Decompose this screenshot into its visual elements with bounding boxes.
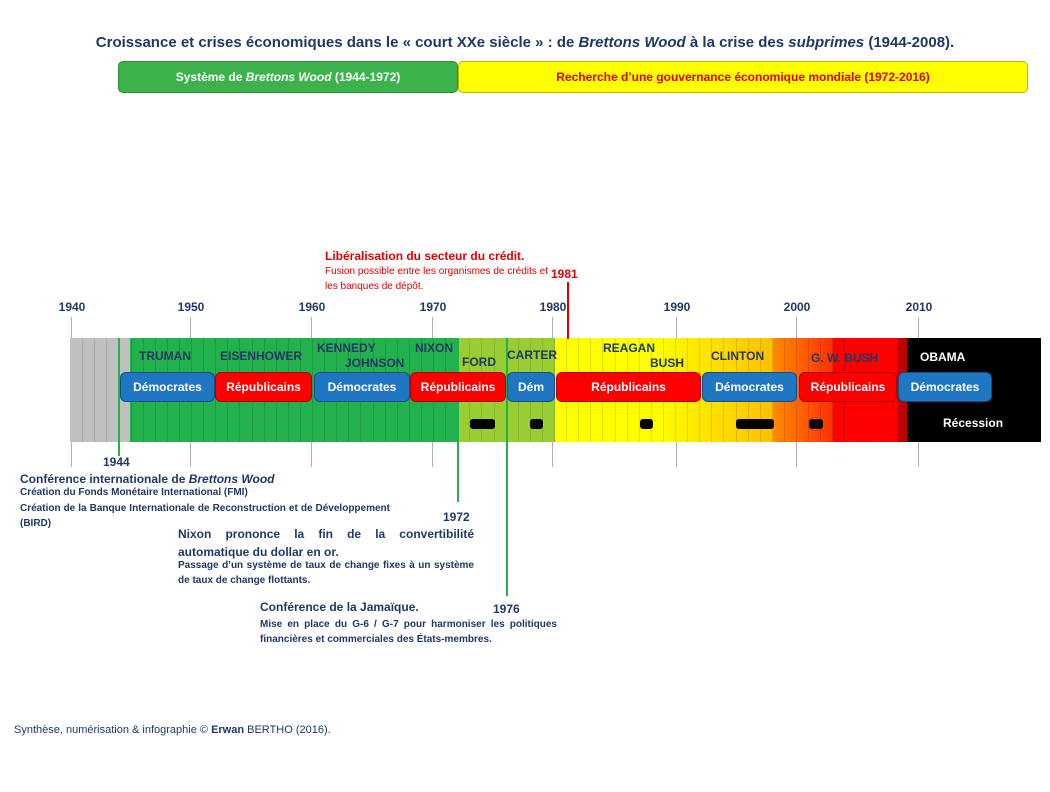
party-republicains-3: Républicains: [556, 372, 701, 402]
president-obama: OBAMA: [920, 350, 966, 364]
party-democrates-4: Démocrates: [702, 372, 797, 402]
tick-1990: 1990: [663, 300, 691, 314]
party-democrates-3: Dém: [507, 372, 555, 402]
party-republicains-1: Républicains: [215, 372, 312, 402]
recession-bar-3: [640, 419, 653, 429]
tick-2010: 2010: [905, 300, 933, 314]
party-democrates-2: Démocrates: [314, 372, 410, 402]
tick-1980: 1980: [539, 300, 567, 314]
title-text-end: (1944-2008).: [864, 34, 955, 51]
event-1944-title: Conférence internationale de Brettons Wo…: [20, 472, 274, 486]
title-text-mid: à la crise des: [685, 34, 789, 51]
year-stripe: [312, 338, 313, 442]
era-green-years: (1944-1972): [334, 70, 401, 84]
event-line-1944: [118, 338, 120, 456]
president-gwbush: G. W. BUSH: [811, 351, 879, 365]
recession-bar-1: [470, 419, 495, 429]
title-text: Croissance et crises économiques dans le…: [95, 34, 579, 51]
tick-2000: 2000: [783, 300, 811, 314]
title-em-subprimes: subprimes: [788, 34, 865, 51]
president-kennedy: KENNEDY: [317, 341, 376, 355]
tick-1940: 1940: [58, 300, 86, 314]
president-carter: CARTER: [507, 348, 557, 362]
year-stripe: [82, 338, 83, 442]
event-1981-year: 1981: [551, 267, 578, 281]
era-green-text: Système de: [175, 70, 243, 84]
event-1981-title: Libéralisation du secteur du crédit.: [325, 249, 525, 263]
event-1944-line1: Création du Fonds Monétaire Internationa…: [20, 487, 248, 498]
tick-1950: 1950: [177, 300, 205, 314]
president-bush: BUSH: [650, 356, 685, 370]
party-democrates-5: Démocrates: [898, 372, 992, 402]
footer-author-first: Erwan: [211, 724, 245, 736]
president-nixon: NIXON: [415, 341, 454, 355]
footer-credit: Synthèse, numérisation & infographie © E…: [14, 724, 331, 736]
recession-bar-2: [530, 419, 543, 429]
recession-bar-4: [736, 419, 774, 429]
event-1972-year: 1972: [443, 510, 470, 524]
year-stripe: [94, 338, 95, 442]
era-brettons-wood: Système de Brettons Wood (1944-1972): [118, 61, 458, 93]
era-green-em: Brettons Wood: [245, 70, 332, 84]
event-1976-year: 1976: [493, 602, 520, 616]
president-eisenhower: EISENHOWER: [220, 349, 303, 363]
event-1981-sub: Fusion possible entre les organismes de …: [325, 266, 548, 292]
event-1944-line2: Création de la Banque Internationale de …: [20, 503, 390, 529]
party-republicains-2: Républicains: [410, 372, 506, 402]
event-line-1976: [506, 338, 508, 596]
event-1972-title: Nixon prononce la fin de la convertibili…: [178, 527, 474, 559]
year-stripe: [106, 338, 107, 442]
event-line-1972: [457, 338, 459, 502]
event-1976-sub: Mise en place du G-6 / G-7 pour harmonis…: [260, 619, 557, 645]
tick-1970: 1970: [419, 300, 447, 314]
tick-1960: 1960: [298, 300, 326, 314]
president-clinton: CLINTON: [711, 349, 765, 363]
event-1944-title-text: Conférence internationale de: [20, 472, 189, 486]
president-reagan: REAGAN: [603, 341, 656, 355]
page-title: Croissance et crises économiques dans le…: [0, 34, 1050, 51]
footer-text-end: BERTHO (2016).: [244, 724, 331, 736]
event-line-1981: [567, 282, 569, 339]
event-1976-title: Conférence de la Jamaïque.: [260, 600, 419, 614]
president-johnson: JOHNSON: [345, 356, 405, 370]
recession-label: Récession: [943, 416, 1004, 430]
recession-bar-5: [809, 419, 823, 429]
era-gouvernance-mondiale: Recherche d’une gouvernance économique m…: [458, 61, 1028, 93]
event-1944-title-em: Brettons Wood: [188, 472, 275, 486]
party-republicains-4: Républicains: [799, 372, 897, 402]
event-1972-sub: Passage d’un système de taux de change f…: [178, 560, 474, 586]
president-ford: FORD: [462, 355, 496, 369]
footer-text: Synthèse, numérisation & infographie ©: [14, 724, 212, 736]
title-em-brettons: Brettons Wood: [578, 34, 686, 51]
event-1944-year: 1944: [103, 455, 130, 469]
era-yellow-text: Recherche d’une gouvernance économique m…: [556, 70, 930, 84]
party-democrates-1: Démocrates: [120, 372, 215, 402]
president-truman: TRUMAN: [139, 349, 191, 363]
